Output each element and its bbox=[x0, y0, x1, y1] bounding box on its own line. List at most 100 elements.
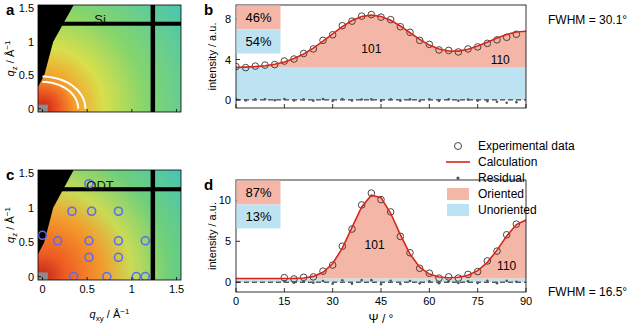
residual-point bbox=[302, 98, 305, 101]
axis-label-unit: / Å bbox=[4, 49, 16, 66]
x-tick bbox=[42, 277, 43, 280]
y-tick bbox=[236, 241, 240, 242]
residual-point bbox=[515, 280, 518, 283]
y-tick-label: 1.5 bbox=[19, 167, 34, 179]
data-point bbox=[455, 49, 462, 56]
residual-point bbox=[360, 98, 363, 101]
residual-point bbox=[476, 282, 479, 285]
residual-point bbox=[312, 99, 315, 102]
line bbox=[236, 195, 526, 278]
residual-point bbox=[447, 98, 450, 101]
residual-point bbox=[389, 280, 392, 283]
residual-point bbox=[331, 100, 334, 103]
x-tick bbox=[526, 104, 527, 108]
residual-point bbox=[341, 279, 344, 282]
x-tick bbox=[429, 104, 430, 108]
legend-symbol bbox=[447, 188, 469, 200]
fraction-box bbox=[237, 6, 281, 30]
peak-label: 110 bbox=[497, 259, 516, 273]
residual-point bbox=[283, 98, 286, 101]
y-tick-label: 10 bbox=[219, 194, 231, 206]
frame bbox=[236, 180, 526, 292]
residual-point bbox=[331, 282, 334, 285]
fraction-box bbox=[237, 30, 281, 54]
y-tick bbox=[236, 59, 240, 60]
x-tick bbox=[131, 277, 132, 280]
axis-label: intensity / a.u. bbox=[206, 202, 218, 270]
detector-gap bbox=[38, 22, 181, 26]
x-tick-label: 45 bbox=[375, 295, 387, 307]
residual-point bbox=[293, 99, 296, 102]
panel-letter: a bbox=[6, 1, 15, 18]
peak-marker bbox=[114, 207, 122, 215]
plot-area bbox=[38, 170, 181, 280]
peak-marker bbox=[141, 237, 149, 245]
axis-label-sup: −1 bbox=[3, 40, 12, 50]
residual-point bbox=[438, 100, 441, 103]
x-tick bbox=[131, 109, 132, 112]
x-tick bbox=[284, 104, 285, 108]
residual-point bbox=[505, 101, 508, 104]
axis-label-unit: / Å bbox=[4, 216, 16, 233]
residual-point bbox=[273, 99, 276, 102]
residual-point bbox=[467, 280, 470, 283]
peak-marker bbox=[68, 207, 76, 215]
residual-point bbox=[515, 101, 518, 104]
peak-marker bbox=[88, 207, 96, 215]
residual-point bbox=[476, 99, 479, 102]
x-tick bbox=[176, 109, 177, 112]
x-tick-label: 1 bbox=[129, 283, 135, 295]
frame bbox=[38, 170, 181, 280]
legend-label: Unoriented bbox=[478, 203, 537, 217]
residual-point bbox=[486, 100, 489, 103]
y-tick bbox=[38, 108, 41, 109]
panel-letter: d bbox=[204, 176, 213, 193]
peak-marker bbox=[103, 273, 111, 280]
y-tick bbox=[38, 75, 41, 76]
residual-point bbox=[457, 282, 460, 285]
axis-label: qxy / Å−1 bbox=[90, 307, 130, 323]
peak-marker bbox=[114, 237, 122, 245]
peak-marker bbox=[38, 231, 46, 239]
residual-point bbox=[418, 100, 421, 103]
figure: 00.511.5Siqz / Å−1a04846%54%101110FWHM =… bbox=[0, 0, 640, 333]
x-tick bbox=[381, 104, 382, 108]
y-tick-label: 1.5 bbox=[19, 2, 34, 14]
y-tick-label: 4 bbox=[225, 54, 231, 66]
y-tick bbox=[236, 99, 240, 100]
residual-point bbox=[389, 98, 392, 101]
peak-marker bbox=[114, 253, 122, 261]
residual-point bbox=[438, 282, 441, 285]
image-label: Si bbox=[94, 12, 106, 27]
legend-label: Residual bbox=[478, 171, 525, 185]
y-tick-label: 0 bbox=[28, 103, 34, 115]
axis-label: intensity / a.u. bbox=[206, 23, 218, 91]
y-tick bbox=[38, 8, 41, 9]
residual-point bbox=[370, 98, 373, 101]
residual-point bbox=[505, 280, 508, 283]
x-tick bbox=[176, 277, 177, 280]
y-tick bbox=[38, 276, 41, 277]
residual-point bbox=[254, 98, 257, 101]
x-tick bbox=[477, 104, 478, 108]
axis-label-sup: −1 bbox=[3, 207, 12, 217]
legend-symbol bbox=[456, 176, 459, 179]
y-tick bbox=[38, 242, 41, 243]
missing-wedge bbox=[38, 170, 76, 263]
x-tick-label: 0 bbox=[233, 295, 239, 307]
x-tick-label: 0 bbox=[39, 283, 45, 295]
residual-point bbox=[302, 280, 305, 283]
y-tick bbox=[38, 41, 41, 42]
fwhm-label: FWHM = 16.5° bbox=[548, 285, 627, 299]
y-tick bbox=[236, 282, 240, 283]
area bbox=[236, 68, 526, 100]
x-tick bbox=[42, 109, 43, 112]
residual-point bbox=[380, 283, 383, 286]
plot-area bbox=[38, 5, 181, 112]
x-tick bbox=[332, 288, 333, 292]
peak-marker bbox=[54, 237, 62, 245]
residual-point bbox=[409, 280, 412, 283]
residual-point bbox=[409, 98, 412, 101]
residual-point bbox=[370, 279, 373, 282]
residual-point bbox=[428, 98, 431, 101]
